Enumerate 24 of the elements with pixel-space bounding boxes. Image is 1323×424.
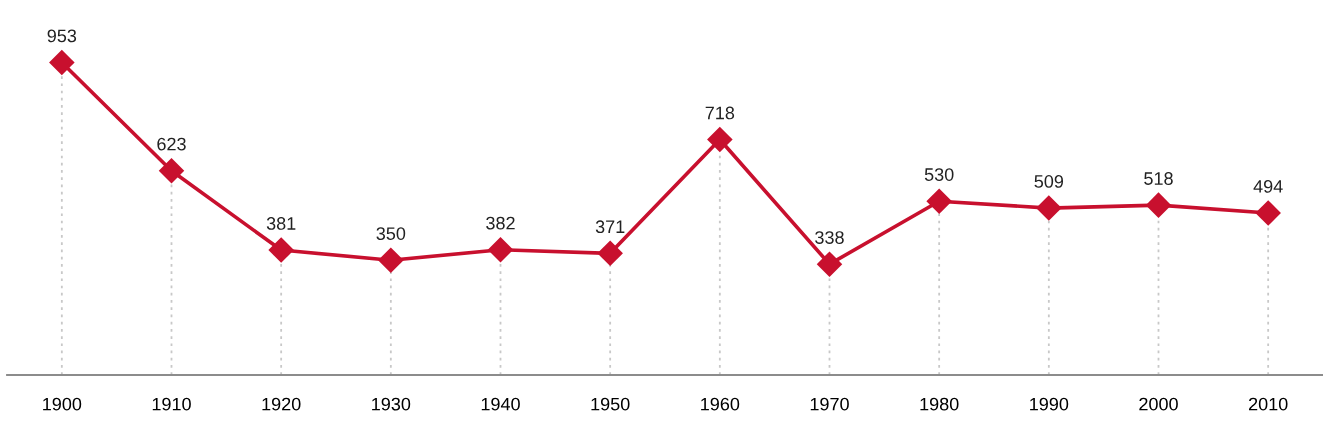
data-label: 494 [1253, 179, 1283, 193]
data-label: 350 [376, 227, 406, 240]
data-label: 530 [924, 168, 954, 181]
x-tick-label: 1980 [920, 397, 959, 411]
data-label: 382 [486, 216, 515, 230]
data-label: 371 [595, 220, 625, 234]
data-label: 623 [157, 137, 186, 151]
data-label: 718 [705, 106, 735, 120]
data-label: 338 [815, 231, 844, 244]
x-tick-label: 1920 [262, 397, 301, 411]
x-tick-label: 2000 [1139, 397, 1178, 411]
x-tick-label: 1910 [152, 397, 191, 411]
x-tick-label: 1900 [43, 397, 82, 411]
x-tick-label: 1930 [372, 397, 411, 411]
data-label: 518 [1144, 172, 1173, 185]
x-tick-label: 1970 [810, 397, 849, 411]
x-tick-label: 1940 [481, 397, 520, 411]
x-tick-label: 1990 [1030, 397, 1069, 411]
data-label: 381 [266, 217, 296, 230]
x-tick-label: 2010 [1248, 397, 1288, 411]
data-label: 509 [1034, 175, 1064, 188]
x-tick-label: 1960 [701, 397, 740, 411]
data-label: 953 [47, 29, 77, 43]
x-tick-label: 1950 [591, 397, 630, 411]
